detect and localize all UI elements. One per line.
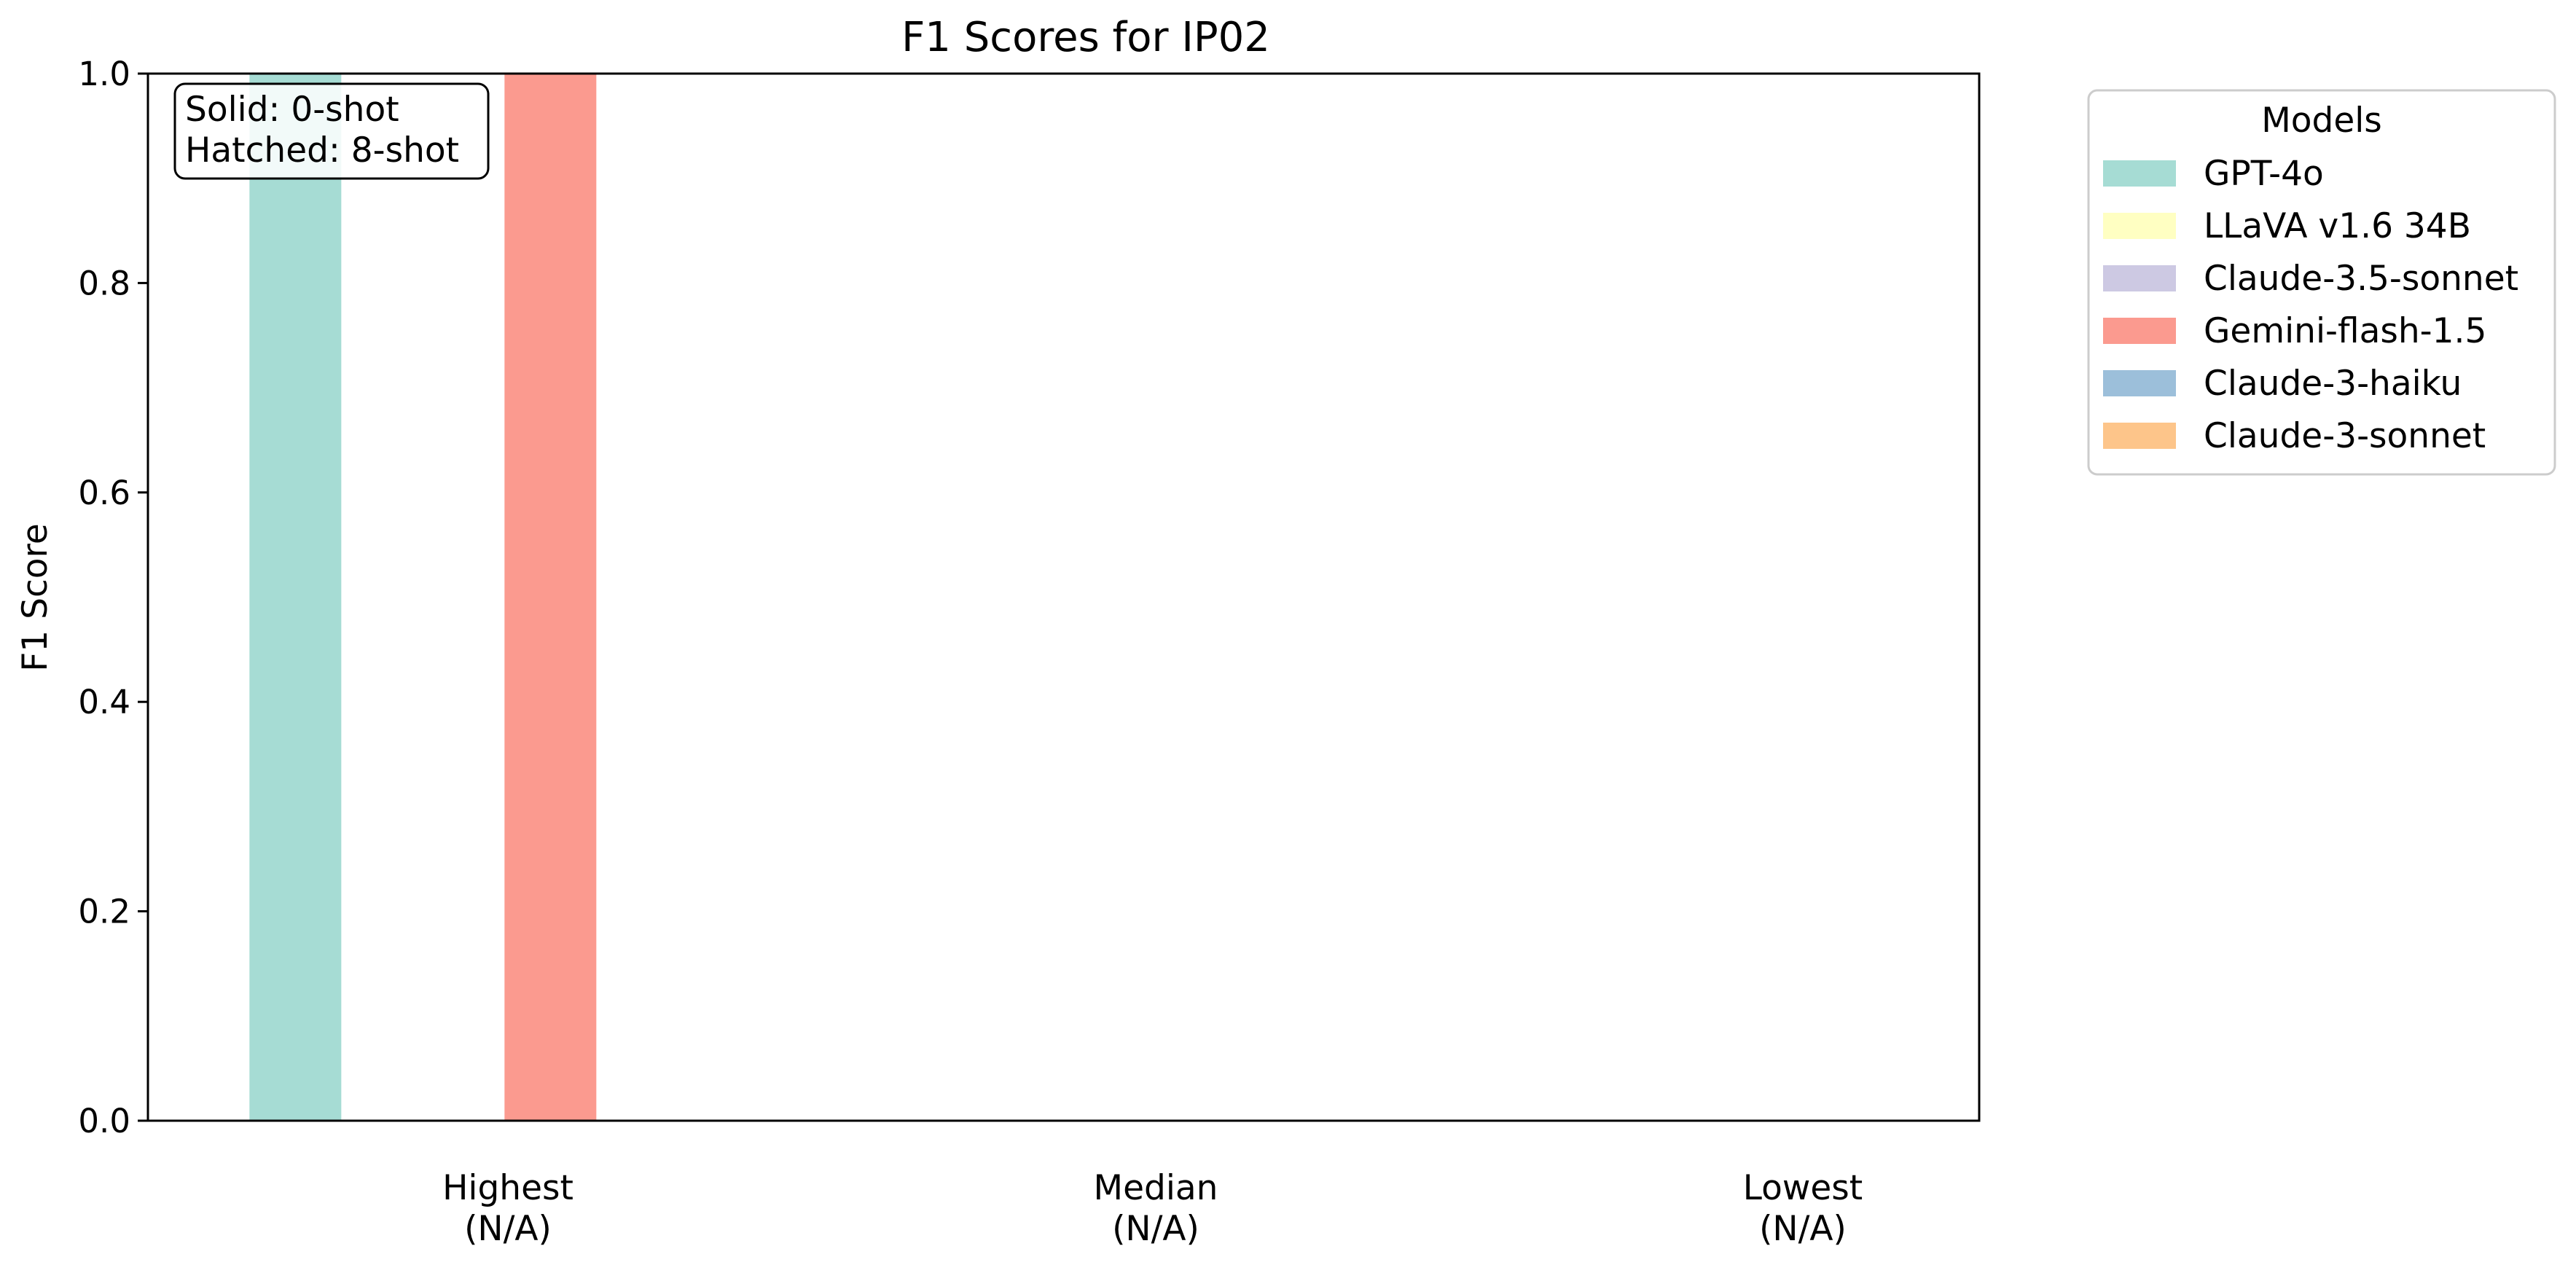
x-tick-label: Median [1094, 1168, 1218, 1208]
legend-title: Models [2261, 101, 2382, 141]
legend-label: Claude-3.5-sonnet [2204, 259, 2518, 299]
plot-frame [146, 72, 1981, 1122]
x-tick-label: Lowest [1743, 1168, 1863, 1208]
legend-swatch [2103, 370, 2176, 396]
legend-label: Claude-3-sonnet [2204, 416, 2486, 456]
chart-title: F1 Scores for IP02 [901, 14, 1270, 61]
x-tick-sublabel: (N/A) [1112, 1209, 1199, 1249]
y-tick-label: 0.4 [78, 683, 130, 721]
y-ticks-group: 0.0 0.2 0.4 0.6 0.8 1.0 [78, 55, 148, 1140]
x-tick-sublabel: (N/A) [1759, 1209, 1847, 1249]
annotation-line-2: Hatched: 8-shot [185, 130, 459, 171]
legend-swatch [2103, 213, 2176, 239]
y-tick-label: 0.8 [78, 264, 130, 302]
bar [249, 74, 342, 1121]
annotation-box: Solid: 0-shot Hatched: 8-shot [173, 82, 490, 180]
annotation-frame [173, 82, 490, 180]
legend: Models GPT-4o LLaVA v1.6 34B Claude-3.5-so… [2087, 89, 2556, 476]
legend-label: LLaVA v1.6 34B [2204, 206, 2471, 246]
y-tick-label: 1.0 [78, 55, 130, 93]
legend-swatch [2103, 265, 2176, 291]
legend-label: Claude-3-haiku [2204, 364, 2462, 404]
x-ticks-group: Highest(N/A)Median(N/A)Lowest(N/A) [442, 1168, 1863, 1249]
legend-label: Gemini-flash-1.5 [2204, 311, 2486, 351]
x-tick-sublabel: (N/A) [464, 1209, 552, 1249]
bar [504, 74, 597, 1121]
x-tick-label: Highest [442, 1168, 573, 1208]
bars-group [249, 74, 597, 1121]
legend-label: GPT-4o [2204, 154, 2324, 194]
annotation-line-1: Solid: 0-shot [185, 90, 399, 130]
legend-items: GPT-4o LLaVA v1.6 34B Claude-3.5-sonnet Gem… [2103, 154, 2518, 456]
y-axis-label: F1 Score [15, 523, 55, 672]
legend-swatch [2103, 160, 2176, 187]
legend-frame [2087, 89, 2556, 476]
y-tick-label: 0.2 [78, 893, 130, 931]
legend-swatch [2103, 318, 2176, 344]
y-tick-label: 0.6 [78, 474, 130, 512]
legend-swatch [2103, 423, 2176, 449]
y-tick-label: 0.0 [78, 1102, 130, 1140]
